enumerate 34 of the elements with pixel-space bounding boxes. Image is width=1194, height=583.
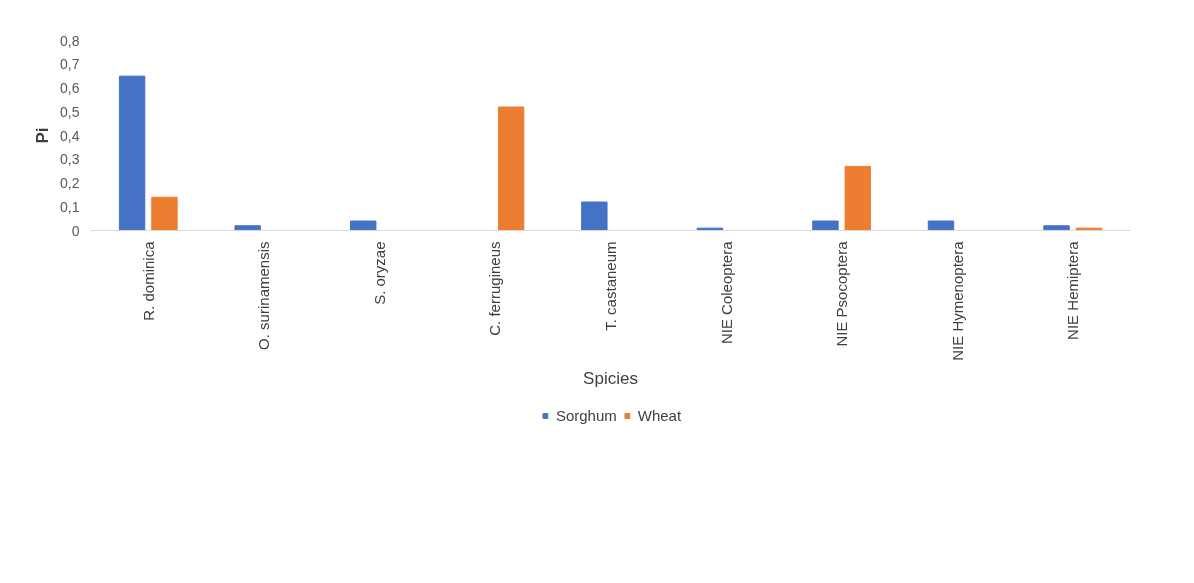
legend-label: Wheat bbox=[637, 406, 682, 424]
x-tick-label: T. castaneum bbox=[602, 241, 619, 331]
x-tick-label: NIE Hemiptera bbox=[1064, 240, 1082, 340]
y-tick-label: 0,6 bbox=[60, 80, 80, 96]
bar bbox=[151, 196, 178, 231]
x-tick-label: NIE Coleoptera bbox=[717, 240, 735, 345]
y-axis-title: Pi bbox=[33, 127, 53, 144]
y-tick-label: 0,1 bbox=[60, 198, 80, 215]
x-tick-label: S. oryzae bbox=[370, 241, 388, 305]
bar bbox=[1043, 225, 1070, 231]
x-tick-label: O. surinamensis bbox=[255, 241, 273, 350]
y-tick-label: 0,7 bbox=[60, 56, 80, 73]
bar bbox=[581, 201, 608, 231]
bar bbox=[1075, 227, 1103, 231]
x-tick-label: NIE Psocoptera bbox=[833, 240, 851, 347]
bar bbox=[118, 75, 146, 231]
x-tick-label: NIE Hymenoptera bbox=[948, 240, 966, 361]
y-tick-label: 0,3 bbox=[60, 151, 80, 168]
bar bbox=[927, 220, 955, 231]
bar bbox=[350, 220, 377, 231]
x-tick-label: C. ferrugineus bbox=[486, 241, 504, 336]
x-tick-label: R. dominica bbox=[139, 240, 157, 321]
bar bbox=[844, 165, 871, 231]
y-tick-label: 0,2 bbox=[60, 175, 80, 191]
y-tick-label: 0,5 bbox=[60, 103, 80, 120]
legend-label: Sorghum bbox=[555, 406, 617, 424]
y-tick-label: 0,8 bbox=[60, 32, 80, 49]
bar bbox=[497, 106, 525, 231]
bar bbox=[696, 227, 724, 231]
bar bbox=[812, 220, 839, 231]
x-axis-title: Spicies bbox=[583, 368, 638, 388]
bar bbox=[234, 225, 261, 231]
y-tick-label: 0 bbox=[71, 222, 80, 239]
y-tick-label: 0,4 bbox=[60, 127, 80, 144]
